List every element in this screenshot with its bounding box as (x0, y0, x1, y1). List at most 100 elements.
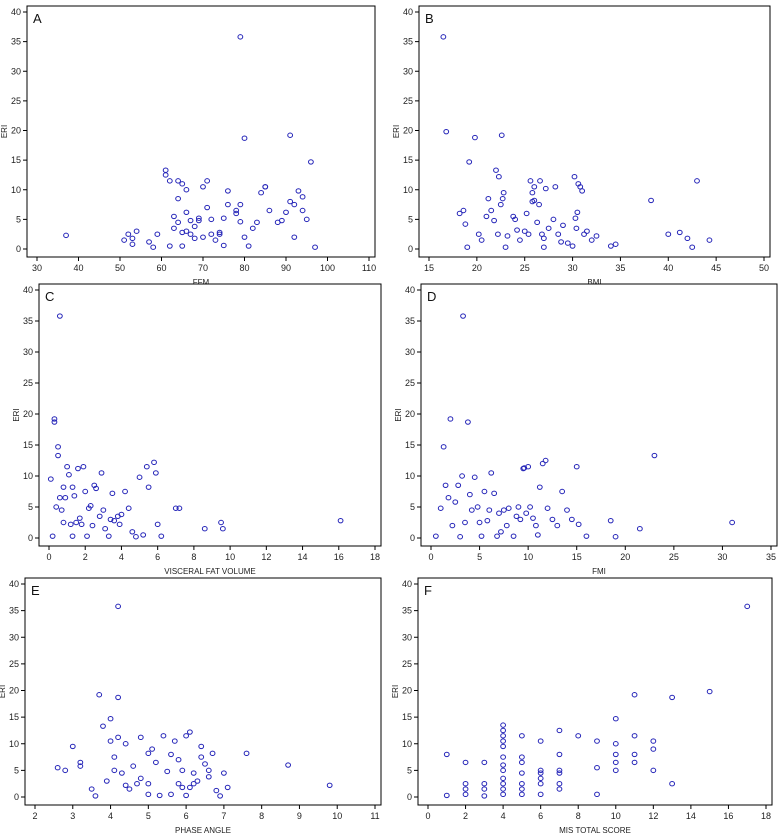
data-point (449, 522, 456, 529)
data-point (500, 767, 507, 774)
data-point (539, 460, 546, 467)
data-point (631, 692, 638, 698)
y-tick-label: 40 (23, 285, 33, 295)
x-tick-label: 12 (261, 552, 271, 562)
y-tick-label: 20 (405, 409, 415, 419)
data-point (694, 178, 700, 184)
x-tick-label: 40 (663, 263, 673, 273)
y-axis-label: ERI (391, 685, 400, 698)
data-point (243, 750, 250, 757)
data-point (560, 222, 566, 229)
panel-label: C (45, 289, 54, 304)
data-point (107, 738, 114, 744)
data-point (650, 767, 657, 774)
data-point (152, 759, 159, 766)
data-point (171, 738, 178, 744)
data-point (109, 490, 116, 497)
data-point (515, 504, 522, 510)
data-point (166, 243, 173, 249)
data-point (111, 754, 118, 760)
data-point (533, 522, 539, 529)
data-point (500, 754, 507, 760)
data-point (481, 793, 488, 799)
data-point (607, 517, 614, 524)
x-tick-label: 10 (611, 811, 621, 821)
plot-frame (24, 577, 382, 806)
data-point (536, 484, 543, 490)
data-point (137, 734, 144, 741)
data-point (476, 519, 483, 526)
data-point (220, 242, 227, 249)
data-point (179, 243, 186, 249)
y-tick-label: 15 (405, 440, 415, 450)
data-point (205, 774, 212, 780)
x-tick-label: 5 (477, 552, 482, 562)
data-point (631, 759, 638, 766)
data-point (491, 217, 497, 224)
data-point (650, 746, 657, 752)
x-tick-label: 0 (425, 811, 430, 821)
data-point (500, 762, 507, 768)
x-tick-label: 0 (46, 552, 51, 562)
data-point (225, 188, 231, 194)
y-tick-label: 20 (23, 409, 33, 419)
data-point (440, 34, 447, 40)
data-point (63, 232, 69, 239)
panel-e: E 2 3 4 5 6 7 8 9 10 11 0 5 10 15 20 25 30 35 40 PHASE ANGLE… (0, 577, 382, 835)
y-tick-label: 35 (402, 606, 412, 616)
data-point (217, 793, 224, 799)
data-point (115, 734, 122, 741)
data-point (496, 510, 502, 516)
y-tick-label: 35 (11, 37, 21, 47)
data-point (518, 733, 525, 739)
data-point (258, 190, 265, 196)
data-point (503, 522, 510, 529)
data-point (129, 529, 136, 535)
y-tick-label: 10 (405, 471, 415, 481)
data-point (554, 522, 561, 529)
data-point (510, 533, 517, 539)
data-point (459, 473, 465, 479)
data-point (488, 207, 495, 214)
data-point (440, 444, 447, 450)
data-point (179, 767, 186, 774)
panel-b: B 15 20 25 30 35 40 45 50 0 5 10 15 20 25 30 35 40 BMI ERI (392, 5, 771, 287)
data-point (175, 757, 182, 763)
data-point (495, 174, 502, 180)
x-tick-label: 3 (70, 811, 75, 821)
data-point (744, 603, 751, 610)
x-tick-label: 10 (332, 811, 342, 821)
data-point (164, 768, 171, 775)
data-point (484, 517, 491, 524)
data-point (594, 765, 600, 771)
data-point (172, 505, 179, 511)
data-point (513, 513, 520, 519)
y-tick-label: 30 (11, 66, 21, 76)
data-point (466, 491, 473, 498)
data-point (150, 244, 157, 250)
data-point (468, 507, 475, 513)
data-point (525, 231, 532, 237)
x-tick-label: 7 (221, 811, 226, 821)
y-tick-label: 40 (402, 579, 412, 589)
data-point (483, 213, 490, 220)
x-axis-label: FFM (193, 278, 210, 287)
data-point (588, 237, 595, 243)
data-point (145, 791, 152, 798)
x-tick-label: 25 (520, 263, 530, 273)
data-point (213, 787, 220, 794)
y-axis-label: ERI (394, 408, 403, 421)
data-point (583, 533, 590, 539)
data-point (225, 201, 231, 208)
data-point (220, 770, 227, 776)
panel-a: A 30 40 50 60 70 80 90 100 110 0 5 10 15 20 25 30 35 40 FFM… (0, 5, 376, 287)
y-tick-label: 5 (410, 502, 415, 512)
data-point (571, 174, 578, 180)
data-point (133, 534, 139, 540)
data-point (137, 775, 144, 782)
x-axis-label: MIS TOTAL SCORE (559, 826, 631, 835)
data-point (521, 465, 528, 471)
data-point (559, 488, 566, 495)
data-point (66, 472, 72, 478)
data-point (183, 209, 190, 215)
